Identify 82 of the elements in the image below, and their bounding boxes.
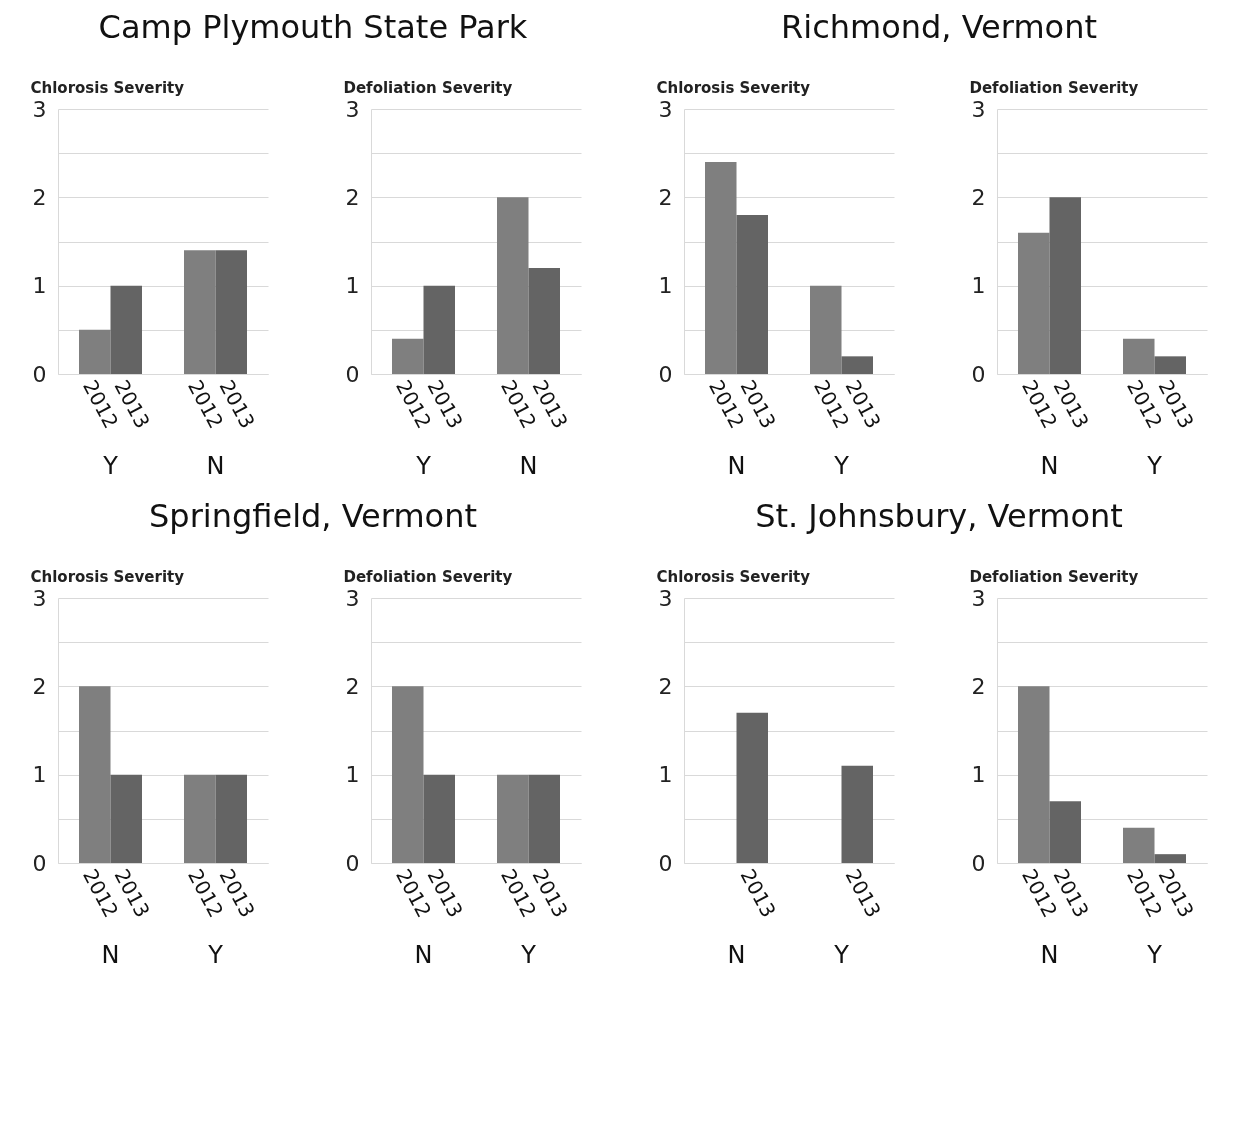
x-tick-label: N — [1040, 451, 1059, 480]
y-tick-label: 2 — [971, 184, 986, 210]
y-tick-label: 0 — [345, 361, 360, 387]
bar — [79, 329, 111, 374]
bar — [841, 356, 873, 374]
y-tick-label: 1 — [32, 762, 47, 788]
x-tick-label: N — [727, 451, 746, 480]
x-tick-label: Y — [833, 451, 850, 480]
y-tick-label: 2 — [971, 673, 986, 699]
chart-title: Richmond, Vermont — [781, 8, 1097, 48]
bar — [705, 162, 737, 374]
y-tick-label: 0 — [32, 850, 47, 876]
y-tick-label: 3 — [971, 585, 986, 611]
y-tick-label: 1 — [345, 762, 360, 788]
bar — [1123, 338, 1155, 374]
bar — [497, 197, 529, 374]
chart-title: St. Johnsbury, Vermont — [755, 497, 1123, 537]
y-tick-label: 0 — [971, 850, 986, 876]
y-tick-label: 0 — [32, 361, 47, 387]
bar — [1123, 827, 1155, 863]
x-tick-label: Y — [207, 940, 224, 969]
y-tick-label: 3 — [971, 96, 986, 122]
text: 2013 — [840, 865, 886, 922]
y-tick-label: 2 — [345, 673, 360, 699]
x-tick-label: Y — [1146, 451, 1163, 480]
x-tick-label: N — [206, 451, 225, 480]
y-tick-label: 3 — [345, 96, 360, 122]
x-tick-label: N — [1040, 940, 1059, 969]
y-tick-label: 3 — [32, 585, 47, 611]
y-tick-label: 1 — [971, 762, 986, 788]
y-axis-title: Defoliation Severity — [969, 78, 1139, 97]
y-tick-label: 2 — [345, 184, 360, 210]
bar — [215, 250, 247, 374]
y-tick-label: 0 — [345, 850, 360, 876]
x-tick-label: Y — [1146, 940, 1163, 969]
chart-title: Camp Plymouth State Park — [98, 8, 528, 48]
y-tick-label: 1 — [658, 273, 673, 299]
x-tick-label: Y — [102, 451, 119, 480]
y-axis-title: Defoliation Severity — [343, 78, 513, 97]
y-tick-label: 3 — [345, 585, 360, 611]
y-tick-label: 1 — [345, 273, 360, 299]
y-axis-title: Chlorosis Severity — [30, 78, 185, 97]
y-tick-label: 2 — [658, 184, 673, 210]
y-tick-label: 3 — [658, 96, 673, 122]
y-axis-title: Defoliation Severity — [343, 567, 513, 586]
y-tick-label: 3 — [32, 96, 47, 122]
y-tick-label: 3 — [658, 585, 673, 611]
y-tick-label: 0 — [658, 850, 673, 876]
x-tick-label: N — [727, 940, 746, 969]
y-tick-label: 2 — [32, 673, 47, 699]
y-tick-label: 0 — [971, 361, 986, 387]
x-tick-label: Y — [520, 940, 537, 969]
y-axis-title: Chlorosis Severity — [30, 567, 185, 586]
y-tick-label: 1 — [32, 273, 47, 299]
y-tick-label: 1 — [971, 273, 986, 299]
x-tick-label: N — [101, 940, 120, 969]
y-tick-label: 2 — [32, 184, 47, 210]
bar — [528, 268, 560, 374]
y-tick-label: 1 — [658, 762, 673, 788]
x-tick-label: N — [414, 940, 433, 969]
bar — [184, 250, 216, 374]
bar — [392, 338, 424, 374]
bar — [1049, 801, 1081, 863]
text: 2013 — [735, 865, 781, 922]
bar — [1154, 356, 1186, 374]
bar — [1018, 232, 1050, 374]
y-tick-label: 2 — [658, 673, 673, 699]
bar — [810, 285, 842, 374]
y-axis-title: Chlorosis Severity — [656, 78, 811, 97]
bar — [1154, 854, 1186, 863]
y-axis-title: Chlorosis Severity — [656, 567, 811, 586]
chart-title: Springfield, Vermont — [149, 497, 477, 537]
bar — [1049, 197, 1081, 374]
x-tick-label: N — [519, 451, 538, 480]
x-tick-label: Y — [833, 940, 850, 969]
bar — [110, 285, 142, 374]
x-tick-label: Y — [415, 451, 432, 480]
bar — [1018, 686, 1050, 863]
y-axis-title: Defoliation Severity — [969, 567, 1139, 586]
y-tick-label: 0 — [658, 361, 673, 387]
bar — [423, 285, 455, 374]
bar — [736, 215, 768, 374]
